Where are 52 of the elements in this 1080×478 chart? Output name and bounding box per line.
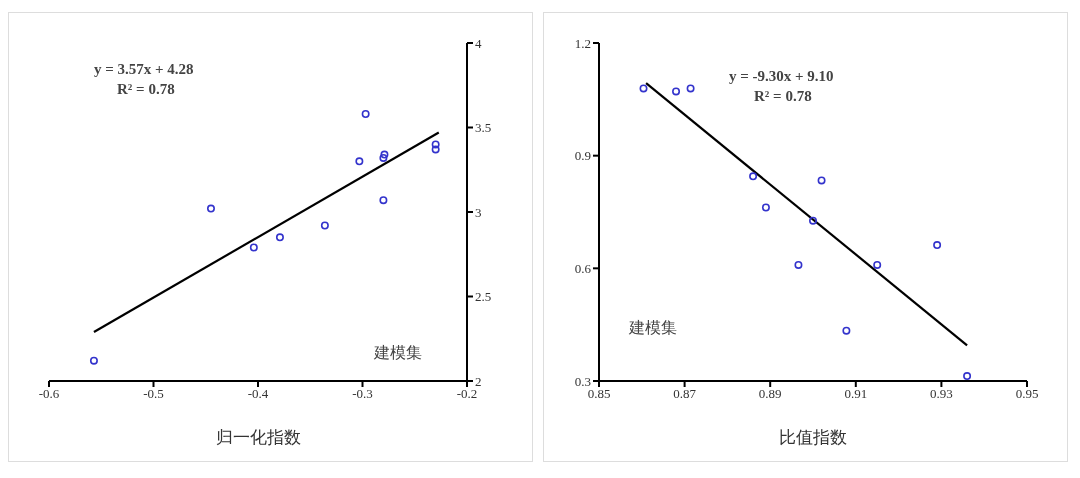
point	[749, 172, 758, 181]
point	[379, 153, 388, 162]
x-tick-label: 0.85	[587, 386, 611, 402]
point	[379, 196, 388, 205]
x-tick-label: 0.89	[758, 386, 782, 402]
point	[361, 109, 370, 118]
y-tick-label: 2.5	[475, 289, 492, 305]
x-tick-label: -0.3	[352, 386, 373, 402]
y-tick-label: 2	[475, 373, 482, 389]
x-tick-label: -0.5	[143, 386, 164, 402]
y-tick-label: 1.2	[574, 35, 591, 51]
annotation: 建模集	[374, 343, 422, 364]
x-tick-label: -0.6	[38, 386, 60, 402]
annotation: R² = 0.78	[117, 81, 175, 98]
point	[963, 372, 972, 381]
y-tick-label: 0.3	[574, 373, 591, 389]
x-tick-label: 0.87	[673, 386, 697, 402]
point	[817, 176, 826, 185]
point	[275, 233, 284, 242]
point	[431, 145, 440, 154]
y-tick-label: 0.6	[574, 260, 592, 276]
point	[842, 326, 851, 335]
point	[380, 150, 389, 159]
annotation: 建模集	[629, 318, 677, 339]
point	[873, 260, 882, 269]
point	[320, 221, 329, 230]
annotation: y = 3.57x + 4.28	[94, 61, 194, 78]
point	[249, 243, 258, 252]
point	[794, 260, 803, 269]
y-tick-label: 3	[475, 204, 482, 220]
x-tick-label: 0.91	[844, 386, 868, 402]
annotation: R² = 0.78	[754, 88, 812, 105]
point	[672, 87, 681, 96]
x-tick-label: -0.4	[247, 386, 269, 402]
x-axis-title: 归一化指数	[215, 427, 301, 447]
y-tick-label: 0.9	[574, 148, 591, 164]
point	[89, 356, 98, 365]
point	[933, 241, 942, 250]
y-tick-label: 4	[475, 35, 482, 51]
point	[639, 84, 648, 93]
point	[686, 84, 695, 93]
point	[431, 140, 440, 149]
point	[206, 204, 215, 213]
x-tick-label: -0.2	[456, 386, 478, 402]
point	[355, 157, 364, 166]
x-axis-title: 比值指数	[779, 427, 847, 447]
point	[761, 203, 770, 212]
point	[809, 216, 817, 225]
x-tick-label: 0.93	[930, 386, 953, 402]
x-tick-label: 0.95	[1015, 386, 1039, 402]
y-tick-label: 3.5	[475, 120, 492, 136]
annotation: y = -9.30x + 9.10	[729, 68, 834, 85]
